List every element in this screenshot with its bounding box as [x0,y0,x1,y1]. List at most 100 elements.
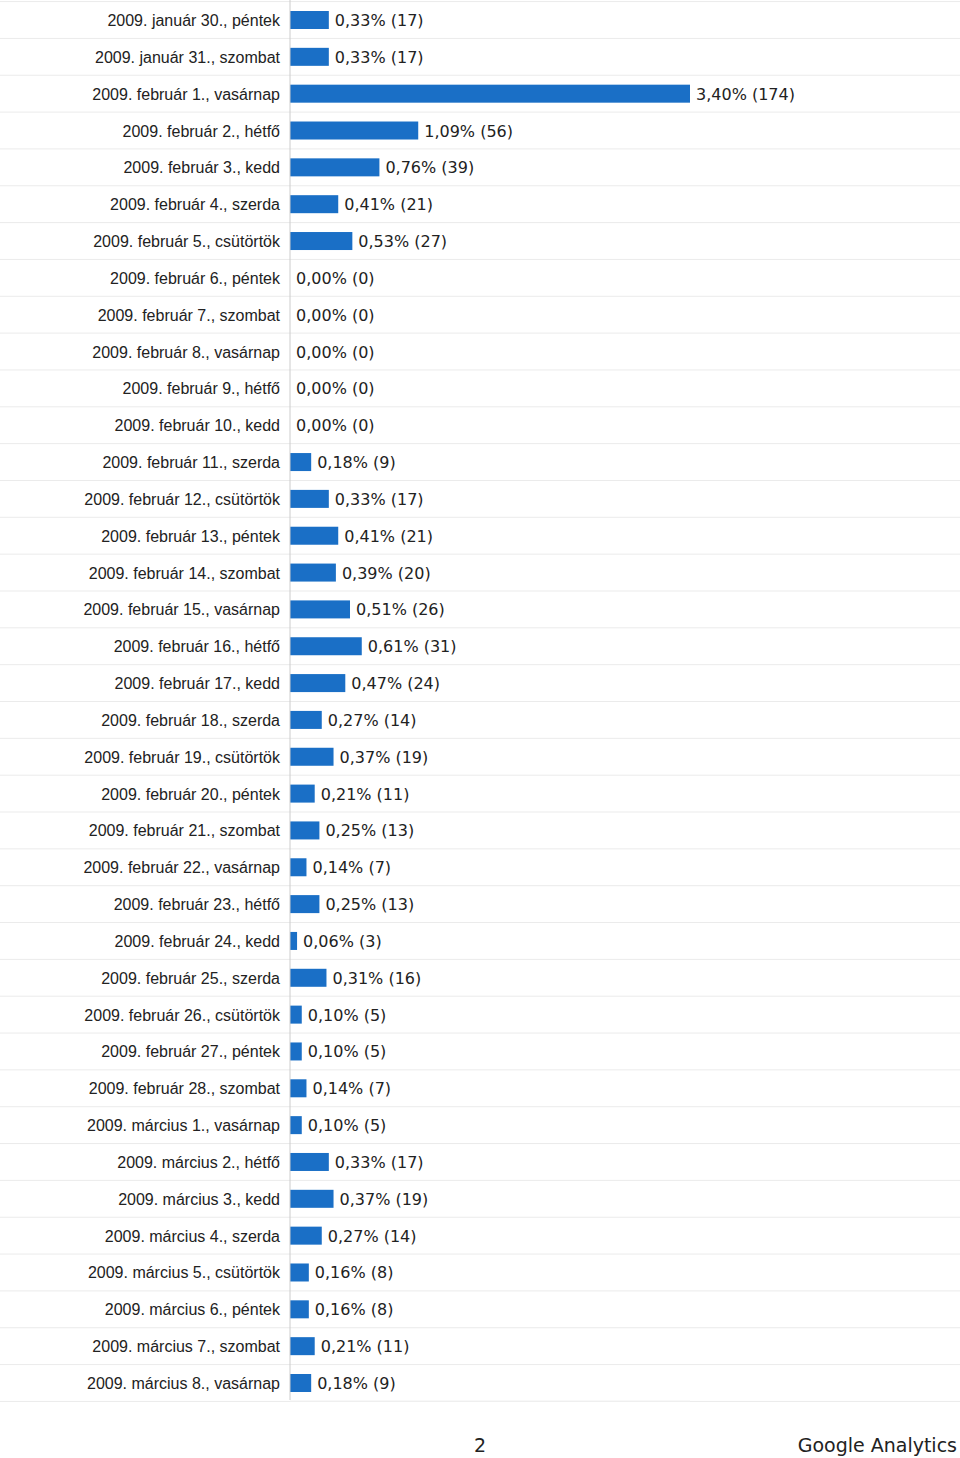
bar [290,527,338,545]
row-separator [0,1401,960,1402]
category-label: 2009. február 7., szombat [98,307,281,324]
data-label: 0,00% (0) [296,269,375,288]
category-label: 2009. február 25., szerda [101,970,280,987]
bar [290,195,338,213]
row-separator [0,517,960,518]
row-separator [0,1033,960,1034]
category-label: 2009. február 14., szombat [89,565,281,582]
row-separator [0,1106,960,1107]
page-number: 2 [474,1434,486,1456]
bar [290,1227,322,1245]
data-label: 0,00% (0) [296,379,375,398]
data-label: 0,41% (21) [344,527,433,546]
data-label: 0,18% (9) [317,453,396,472]
data-label: 0,53% (27) [358,232,447,251]
row-separator [0,185,960,186]
row-separator [0,1327,960,1328]
bar [290,969,326,987]
row-separator [0,112,960,113]
bar [290,1079,306,1097]
data-label: 0,41% (21) [344,195,433,214]
category-label: 2009. február 26., csütörtök [84,1007,281,1024]
row-separator [0,885,960,886]
bar [290,11,329,29]
row-separator [0,38,960,39]
row-separator [0,333,960,334]
data-label: 0,27% (14) [328,1227,417,1246]
row-separator [0,1143,960,1144]
row-separator [0,1069,960,1070]
row-separator [0,590,960,591]
category-label: 2009. február 23., hétfő [114,896,280,913]
category-label: 2009. február 3., kedd [123,159,280,176]
category-label: 2009. február 16., hétfő [114,638,280,655]
category-label: 2009. február 4., szerda [110,196,280,213]
bar [290,453,311,471]
row-separator [0,738,960,739]
row-separator [0,996,960,997]
bar [290,1190,334,1208]
category-label: 2009. február 19., csütörtök [84,749,281,766]
bar [290,490,329,508]
row-separator [0,222,960,223]
bar [290,122,418,140]
category-label: 2009. február 6., péntek [110,270,281,287]
bar [290,785,315,803]
category-label: 2009. február 9., hétfő [123,380,281,397]
row-separator [0,1254,960,1255]
data-label: 0,21% (11) [321,785,410,804]
bar [290,85,690,103]
data-label: 0,00% (0) [296,306,375,325]
chart: 2009. január 30., péntek 0,33% (17) 2009. … [0,0,960,1458]
row-separator [0,1217,960,1218]
row-separator [0,627,960,628]
category-label: 2009. március 2., hétfő [117,1154,280,1171]
labels: 2009. január 30., péntek 0,33% (17) 2009. … [83,11,795,1393]
category-label: 2009. március 6., péntek [105,1301,281,1318]
row-separator [0,848,960,849]
row-separator [0,1364,960,1365]
data-label: 0,33% (17) [335,490,424,509]
category-label: 2009. február 20., péntek [101,786,281,803]
row-separator [0,701,960,702]
data-label: 0,33% (17) [335,11,424,30]
bar [290,1263,309,1281]
category-label: 2009. február 8., vasárnap [92,344,280,361]
bar [290,932,297,950]
category-label: 2009. február 24., kedd [115,933,280,950]
data-label: 0,10% (5) [308,1116,387,1135]
category-label: 2009. január 30., péntek [107,12,281,29]
bar [290,1153,329,1171]
bar [290,1006,302,1024]
category-label: 2009. február 12., csütörtök [84,491,281,508]
row-separator [0,1180,960,1181]
data-label: 0,10% (5) [308,1006,387,1025]
bar [290,1337,315,1355]
bars [290,11,690,1392]
data-label: 0,06% (3) [303,932,382,951]
category-label: 2009. február 2., hétfő [123,123,281,140]
bar [290,1116,302,1134]
row-separator [0,922,960,923]
bar [290,637,362,655]
data-label: 0,21% (11) [321,1337,410,1356]
data-label: 0,31% (16) [332,969,421,988]
bar [290,821,319,839]
axis-range [290,1401,690,1402]
data-label: 0,27% (14) [328,711,417,730]
row-separator [0,75,960,76]
bar [290,1042,302,1060]
category-label: 2009. február 1., vasárnap [92,86,280,103]
row-separator [0,148,960,149]
row-separator [0,369,960,370]
row-separator [0,1,960,2]
category-label: 2009. március 5., csütörtök [88,1264,281,1281]
data-label: 0,39% (20) [342,564,431,583]
category-label: 2009. január 31., szombat [95,49,281,66]
bar [290,232,352,250]
category-label: 2009. február 13., péntek [101,528,281,545]
axis-line [290,0,291,1400]
data-label: 0,51% (26) [356,600,445,619]
data-label: 0,37% (19) [340,748,429,767]
bar [290,600,350,618]
